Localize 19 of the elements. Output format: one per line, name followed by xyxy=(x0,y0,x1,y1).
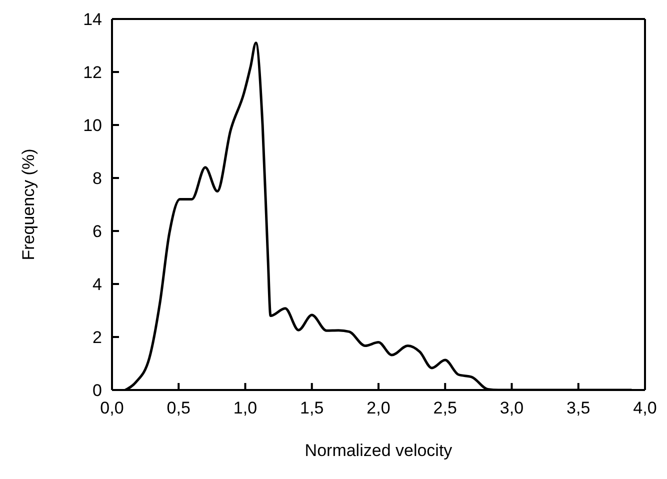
y-tick-label: 10 xyxy=(83,116,102,136)
x-tick-label: 3,5 xyxy=(566,398,590,418)
y-tick-label: 14 xyxy=(83,10,102,30)
x-axis-title: Normalized velocity xyxy=(304,441,453,460)
y-tick-label: 8 xyxy=(92,169,102,188)
x-tick-label: 0,5 xyxy=(166,398,190,418)
y-tick-label: 6 xyxy=(92,222,102,242)
y-tick-label: 0 xyxy=(92,381,102,400)
y-tick-label: 2 xyxy=(92,328,102,348)
x-tick-label: 4,0 xyxy=(633,398,657,418)
y-axis-title: Frequency (%) xyxy=(19,148,38,260)
x-tick-label: 3,0 xyxy=(500,398,524,418)
y-tick-label: 12 xyxy=(83,63,102,82)
x-tick-label: 2,0 xyxy=(366,398,390,418)
x-tick-label: 0,0 xyxy=(100,398,124,418)
x-tick-label: 2,5 xyxy=(433,398,457,418)
x-tick-label: 1,0 xyxy=(233,398,258,418)
x-tick-label: 1,5 xyxy=(300,398,324,418)
y-tick-label: 4 xyxy=(92,275,102,294)
